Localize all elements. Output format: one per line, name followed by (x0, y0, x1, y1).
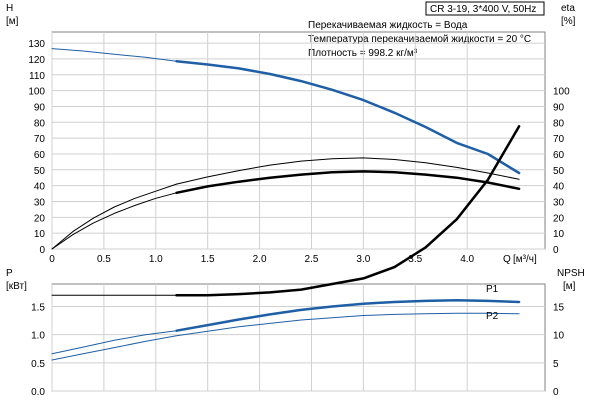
bottom-panel-left-tick-label: 1.5 (31, 303, 45, 314)
top-panel-right-tick-label: 50 (553, 166, 565, 177)
top-panel-right-tick-label: 90 (553, 102, 565, 113)
bottom-panel-left-tick-label: 0.0 (31, 387, 45, 398)
bottom-panel-p2-curve-thin (51, 312, 520, 361)
x-tick-label: 1.0 (149, 254, 163, 265)
bottom-panel-left-tick-label: 0.5 (31, 359, 45, 370)
top-left-axis-unit: [м] (6, 16, 19, 27)
curves-layer (51, 48, 521, 361)
top-panel-right-tick-label: 60 (553, 150, 565, 161)
top-panel-left-tick-label: 50 (34, 166, 46, 177)
top-panel-right-tick-label: 0 (553, 245, 559, 256)
x-axis-unit: [м³/ч] (513, 254, 537, 265)
series-label-p2: P2 (486, 311, 499, 322)
bottom-panel-right-tick-label: 0 (553, 387, 559, 398)
info-line-temperature: Температура перекачиваемой жидкости = 20… (308, 34, 531, 45)
top-panel-left-tick-label: 40 (34, 182, 46, 193)
top-panel-right-tick-label: 100 (553, 87, 570, 98)
top-panel-left-tick-label: 130 (28, 39, 45, 50)
bottom-right-axis-name: NPSH (557, 268, 585, 279)
grid-layer (51, 31, 546, 392)
tick-labels-layer: 0102030405060708090100110120130010203040… (28, 39, 570, 398)
top-right-axis-name: eta (561, 3, 575, 14)
x-tick-label: 0 (49, 254, 55, 265)
top-panel-right-tick-label: 10 (553, 229, 565, 240)
top-panel-eta_upper-curve-thin (51, 183, 177, 250)
bottom-right-axis-unit: [м] (563, 281, 576, 292)
bottom-panel-right-tick-label: 5 (553, 359, 559, 370)
info-line-fluid: Перекачиваемая жидкость = Вода (308, 20, 468, 31)
x-axis-name: Q (503, 254, 511, 265)
top-panel-eta_upper-curve-thin-tail (176, 157, 520, 185)
top-panel-h-curve-thin (51, 48, 177, 62)
bottom-panel-right-tick-label: 10 (553, 331, 565, 342)
top-panel-frame (51, 31, 546, 250)
top-panel-right-tick-label: 40 (553, 182, 565, 193)
x-tick-label: 4.0 (460, 254, 474, 265)
top-panel-left-tick-label: 110 (29, 71, 45, 82)
top-panel-eta-curve-thin (51, 192, 177, 250)
top-panel-left-tick-label: 120 (28, 55, 45, 66)
bottom-panel-p1-curve-thin (51, 330, 177, 355)
top-panel-left-tick-label: 70 (34, 134, 46, 145)
bottom-left-axis-name: P (6, 268, 13, 279)
top-panel-right-tick-label: 30 (553, 197, 565, 208)
x-tick-label: 0.5 (97, 254, 111, 265)
pump-label-box (425, 1, 545, 16)
top-panel-h-curve-thick (175, 60, 521, 175)
x-tick-label: 3.5 (408, 254, 422, 265)
top-panel-left-tick-label: 80 (34, 118, 46, 129)
bottom-left-axis-unit: [кВт] (6, 281, 27, 292)
top-panel-left-tick-label: 10 (34, 229, 46, 240)
x-tick-label: 2.5 (305, 254, 319, 265)
series-label-p1: P1 (486, 284, 499, 295)
top-panel-left-tick-label: 100 (28, 87, 45, 98)
bottom-panel-npsh-curve-thick (175, 125, 521, 297)
top-right-axis-unit: [%] (561, 16, 576, 27)
x-tick-label: 3.0 (356, 254, 370, 265)
pump-label: CR 3-19, 3*400 V, 50Hz (430, 4, 536, 15)
x-tick-label: 1.5 (201, 254, 215, 265)
top-panel-right-tick-label: 80 (553, 118, 565, 129)
top-panel-left-tick-label: 60 (34, 150, 46, 161)
top-panel-left-tick-label: 0 (39, 245, 45, 256)
bottom-panel-p1-curve-thick (175, 299, 521, 332)
top-panel-left-tick-label: 20 (34, 213, 46, 224)
bottom-panel-right-tick-label: 15 (553, 303, 565, 314)
top-left-axis-name: H (6, 3, 13, 14)
bottom-panel-left-tick-label: 1.0 (31, 331, 45, 342)
top-panel-left-tick-label: 30 (34, 197, 46, 208)
top-panel-right-tick-label: 20 (553, 213, 565, 224)
top-panel-right-tick-label: 70 (553, 134, 565, 145)
top-panel-left-tick-label: 90 (34, 102, 46, 113)
x-tick-label: 2.0 (253, 254, 267, 265)
top-panel-eta-curve-thick (175, 170, 521, 195)
